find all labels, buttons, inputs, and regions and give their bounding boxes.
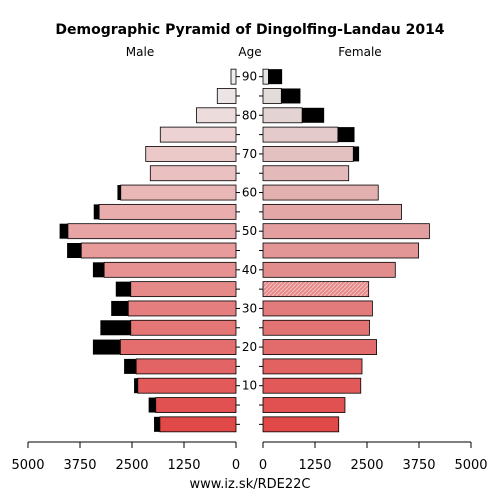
male-excess-bar-20-24 — [92, 339, 121, 355]
male-bar-10-14 — [137, 377, 237, 394]
female-bar-40-44 — [262, 261, 396, 278]
male-bar-25-29 — [130, 319, 237, 336]
female-bar-0-4 — [262, 416, 340, 433]
female-label: Female — [338, 45, 381, 59]
male-bar-40-44 — [103, 261, 237, 278]
age-tick-label: 40 — [242, 263, 257, 277]
male-bar-15-19 — [135, 358, 237, 375]
female-bar-50-54 — [262, 223, 430, 240]
male-bar-30-34 — [127, 300, 237, 317]
female-excess-bar-85-89 — [281, 88, 301, 104]
male-bar-20-24 — [119, 339, 237, 355]
male-bar-60-64 — [120, 184, 237, 201]
male-excess-bar-5-9 — [148, 397, 156, 413]
female-bar-80-84 — [262, 107, 303, 124]
female-excess-bar-90-94 — [268, 69, 283, 85]
male-excess-bar-45-49 — [67, 243, 82, 258]
male-bar-75-79 — [159, 126, 237, 143]
female-bar-15-19 — [262, 358, 363, 375]
male-bar-5-9 — [155, 397, 237, 413]
female-bar-70-74 — [262, 146, 354, 162]
male-bar-85-89 — [216, 88, 237, 104]
male-x-tick-label: 3750 — [63, 458, 96, 473]
male-excess-bar-35-39 — [115, 281, 131, 297]
male-excess-bar-55-59 — [93, 204, 100, 220]
male-excess-bar-60-64 — [117, 185, 121, 201]
female-x-tick-label: 5000 — [454, 458, 487, 473]
age-tick-label: 60 — [242, 186, 257, 200]
male-bar-50-54 — [67, 223, 237, 240]
male-x-tick-label: 1250 — [167, 458, 200, 473]
female-bar-55-59 — [262, 203, 402, 220]
male-bar-55-59 — [98, 203, 237, 220]
female-bar-90-94 — [262, 68, 269, 85]
male-bar-65-69 — [149, 165, 237, 182]
pyramid-bars — [59, 68, 430, 433]
male-excess-bar-0-4 — [154, 416, 160, 432]
male-excess-bar-25-29 — [100, 320, 131, 336]
source-label: www.iz.sk/RDE22C — [190, 477, 311, 492]
female-bar-35-39 — [262, 281, 370, 298]
female-bar-20-24 — [262, 339, 377, 355]
age-tick-label: 20 — [242, 340, 257, 354]
male-bar-45-49 — [80, 242, 237, 259]
female-excess-bar-80-84 — [302, 107, 325, 123]
female-bar-10-14 — [262, 377, 362, 394]
age-tick-label: 90 — [242, 70, 257, 84]
male-excess-bar-40-44 — [92, 262, 105, 278]
male-bar-0-4 — [159, 416, 237, 433]
age-tick-label: 10 — [242, 379, 257, 393]
male-excess-bar-10-14 — [134, 378, 138, 394]
female-bar-75-79 — [262, 126, 339, 143]
chart-title: Demographic Pyramid of Dingolfing-Landau… — [55, 22, 444, 38]
female-bar-30-34 — [262, 300, 373, 317]
male-excess-bar-15-19 — [124, 358, 137, 374]
chart-axes: 5000 3750 2500 1250 0 0 1250 2500 3750 5000 10 20 30… — [11, 70, 487, 473]
female-x-tick-label: 2500 — [350, 458, 383, 473]
female-bar-65-69 — [262, 165, 350, 182]
male-bar-70-74 — [145, 146, 237, 162]
female-bar-45-49 — [262, 242, 419, 259]
male-bar-35-39 — [130, 281, 237, 298]
female-x-tick-label: 1250 — [298, 458, 331, 473]
age-tick-label: 70 — [242, 147, 257, 161]
female-bar-85-89 — [262, 88, 282, 104]
female-x-tick-label: 3750 — [402, 458, 435, 473]
female-excess-bar-70-74 — [353, 146, 360, 162]
male-x-tick-label: 5000 — [11, 458, 44, 473]
age-label: Age — [238, 45, 261, 59]
age-tick-label: 80 — [242, 108, 257, 122]
female-excess-bar-75-79 — [337, 127, 355, 143]
age-tick-label: 30 — [242, 301, 257, 315]
male-bar-90-94 — [230, 68, 237, 85]
male-label: Male — [126, 45, 154, 59]
male-x-tick-label: 0 — [232, 458, 240, 473]
age-tick-label: 50 — [242, 224, 257, 238]
female-x-tick-label: 0 — [259, 458, 267, 473]
female-bar-25-29 — [262, 319, 370, 336]
female-bar-60-64 — [262, 184, 379, 201]
female-bar-5-9 — [262, 397, 346, 413]
male-excess-bar-30-34 — [111, 300, 129, 316]
male-excess-bar-50-54 — [59, 223, 68, 239]
male-x-tick-label: 2500 — [115, 458, 148, 473]
male-bar-80-84 — [196, 107, 237, 124]
